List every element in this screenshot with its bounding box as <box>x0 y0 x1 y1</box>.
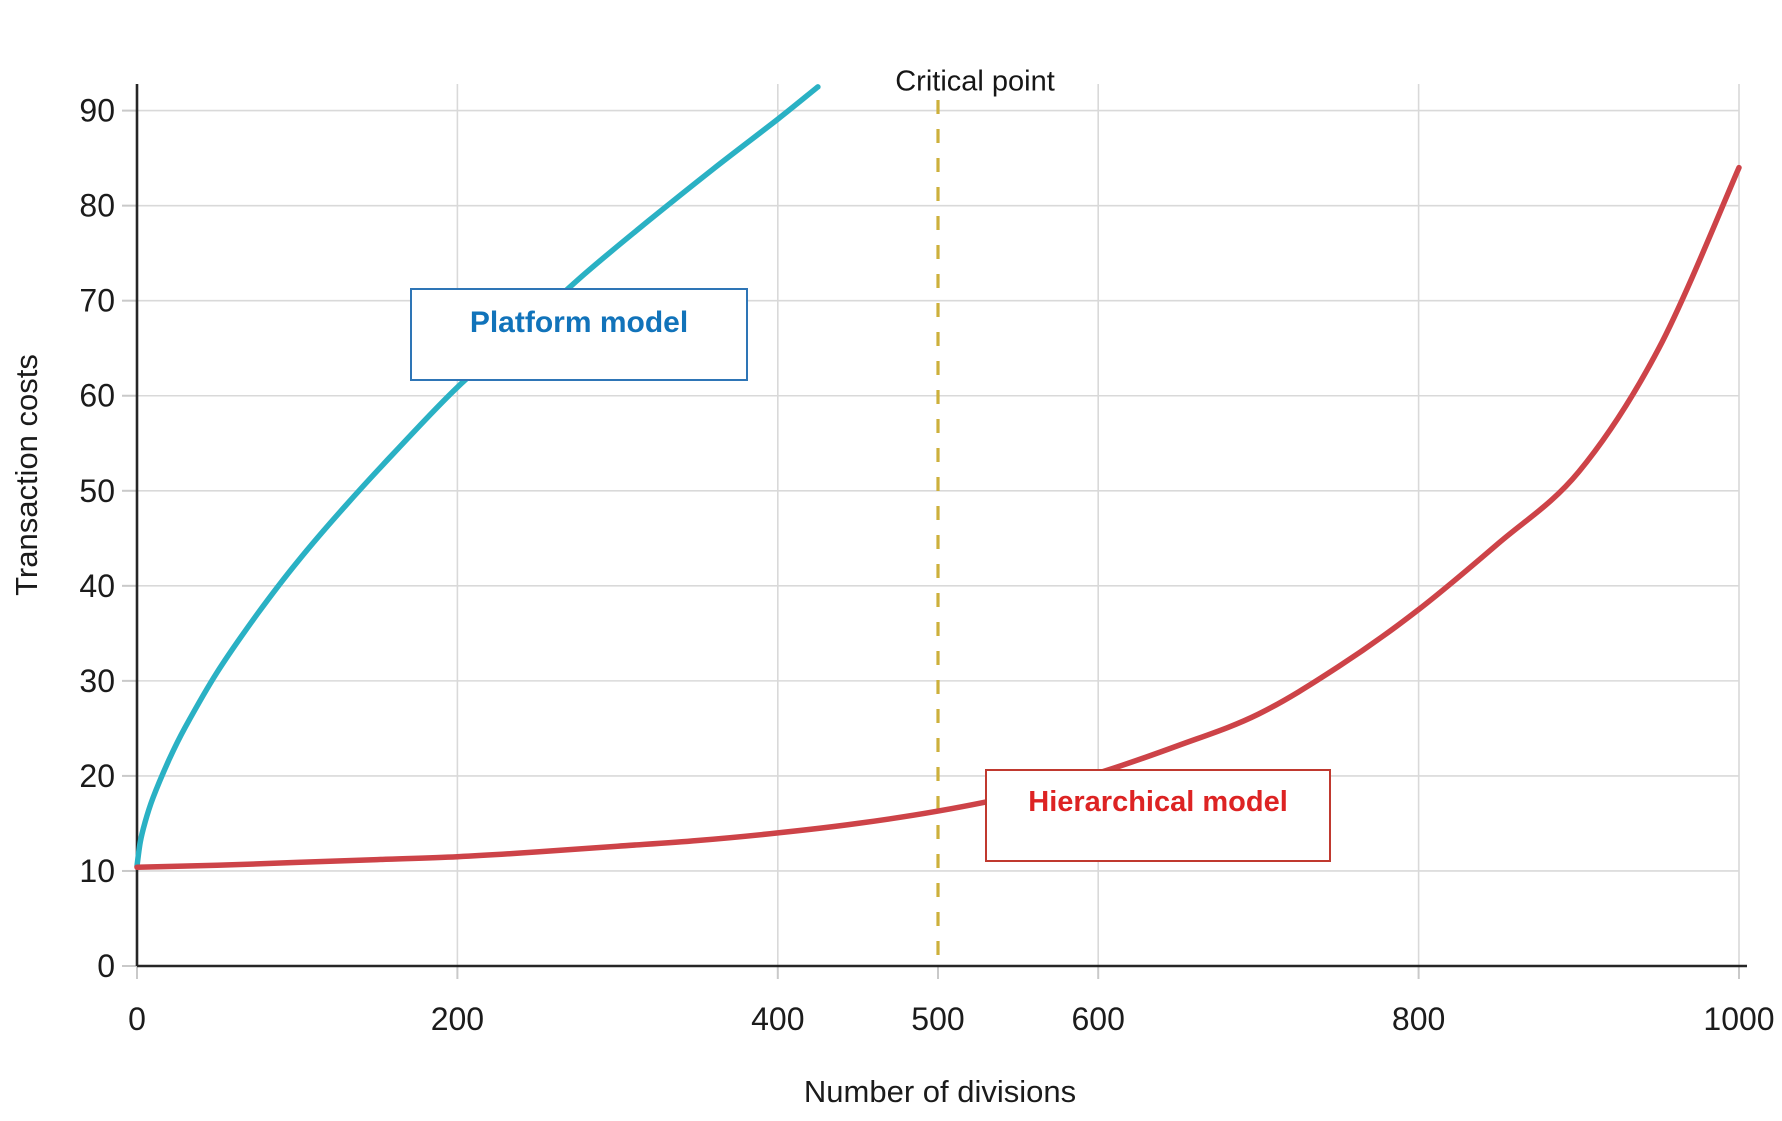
hierarchical-model-label-box: Hierarchical model <box>985 769 1331 862</box>
hierarchical-model-label: Hierarchical model <box>1028 786 1288 818</box>
y-tick-label: 0 <box>97 948 115 984</box>
y-tick-label: 20 <box>79 758 115 794</box>
x-tick-label: 800 <box>1392 1001 1445 1037</box>
x-axis-title: Number of divisions <box>803 1074 1077 1109</box>
y-tick-label: 80 <box>79 188 115 224</box>
y-tick-label: 30 <box>79 663 115 699</box>
y-tick-label: 60 <box>79 378 115 414</box>
platform-model-curve <box>134 84 821 869</box>
x-tick-label: 500 <box>911 1001 964 1037</box>
y-tick-label: 50 <box>79 473 115 509</box>
platform-model-label: Platform model <box>469 306 689 339</box>
critical-point-label: Critical point <box>895 65 1055 98</box>
y-axis-title: Transaction costs <box>9 354 44 596</box>
x-tick-label: 400 <box>751 1001 804 1037</box>
y-tick-label: 40 <box>79 568 115 604</box>
y-tick-label: 70 <box>79 283 115 319</box>
y-tick-label: 90 <box>79 93 115 129</box>
y-tick-label: 10 <box>79 853 115 889</box>
x-tick-label: 600 <box>1072 1001 1125 1037</box>
x-tick-label: 0 <box>128 1001 146 1037</box>
x-tick-label: 200 <box>431 1001 484 1037</box>
x-tick-label: 1000 <box>1703 1001 1774 1037</box>
platform-model-label-box: Platform model <box>410 288 748 381</box>
